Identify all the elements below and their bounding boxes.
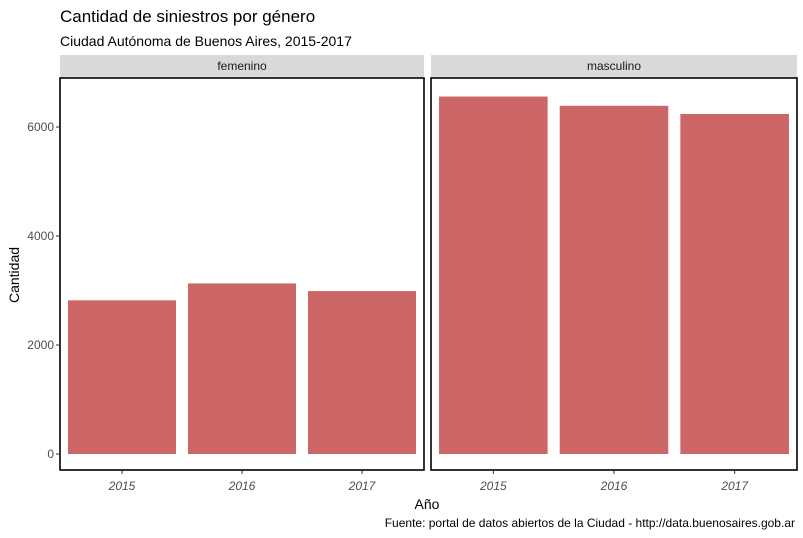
- x-tick-label: 2016: [600, 479, 628, 493]
- facet-strip-label: femenino: [217, 59, 267, 73]
- bar-femenino-2016: [188, 283, 296, 454]
- x-tick-label: 2015: [108, 479, 136, 493]
- bar-masculino-2015: [439, 96, 548, 455]
- y-axis: 0 2000 4000 6000: [27, 120, 60, 461]
- facet-strip: [60, 55, 424, 77]
- x-tick-label: 2015: [479, 479, 507, 493]
- y-tick-label: 0: [47, 447, 54, 461]
- x-tick-label: 2017: [348, 479, 377, 493]
- panel-border: [59, 77, 425, 471]
- bar-femenino-2015: [68, 300, 176, 454]
- panel-masculino: masculino 2015 2016 2017: [430, 55, 798, 493]
- y-tick-label: 6000: [27, 120, 54, 134]
- chart-caption: Fuente: portal de datos abiertos de la C…: [385, 516, 795, 530]
- bar-masculino-2016: [559, 105, 669, 454]
- panel-femenino: femenino 2015 2016 2017: [59, 55, 425, 493]
- y-tick-label: 2000: [27, 338, 54, 352]
- facet-strip: [431, 55, 797, 77]
- chart-title: Cantidad de siniestros por género: [60, 7, 315, 26]
- x-axis-title: Año: [415, 496, 440, 512]
- chart-subtitle: Ciudad Autónoma de Buenos Aires, 2015-20…: [60, 33, 352, 49]
- facet-strip-label: masculino: [587, 59, 641, 73]
- y-tick-label: 4000: [27, 229, 54, 243]
- x-tick-label: 2016: [228, 479, 256, 493]
- panels-layer: femenino 2015 2016 2017 masculino 2015 2016 201…: [59, 55, 798, 493]
- panel-border: [430, 77, 798, 471]
- bar-masculino-2017: [680, 113, 789, 455]
- x-tick-label: 2017: [720, 479, 749, 493]
- bar-femenino-2017: [308, 291, 416, 454]
- y-axis-title: Cantidad: [6, 247, 22, 303]
